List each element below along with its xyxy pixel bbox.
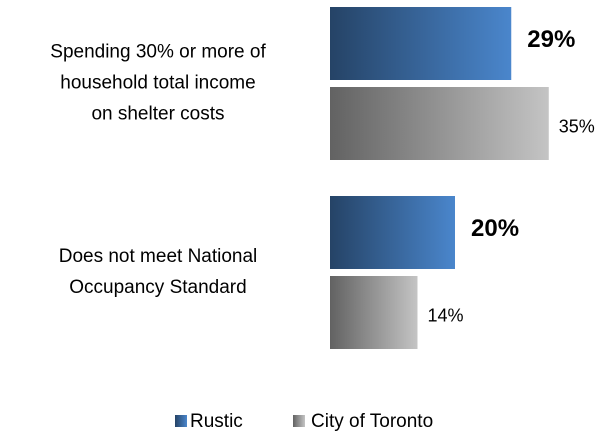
value-label: 29%: [527, 26, 575, 53]
bar-shade: [330, 196, 455, 269]
category-label: household total income: [60, 73, 255, 94]
bar-shade: [330, 87, 549, 160]
bar-shade: [330, 276, 418, 349]
legend-label: City of Toronto: [311, 411, 433, 432]
category-label: Does not meet National: [59, 246, 258, 267]
legend-label: Rustic: [190, 411, 243, 432]
legend-swatch-shade: [293, 415, 305, 427]
value-label: 35%: [559, 116, 595, 136]
legend-swatch-shade: [175, 415, 187, 427]
category-label: Spending 30% or more of: [50, 42, 266, 63]
value-label: 20%: [471, 215, 519, 242]
category-label: on shelter costs: [91, 104, 224, 125]
category-label: Occupancy Standard: [69, 277, 246, 298]
value-label: 14%: [428, 305, 464, 325]
bar-shade: [330, 7, 512, 80]
